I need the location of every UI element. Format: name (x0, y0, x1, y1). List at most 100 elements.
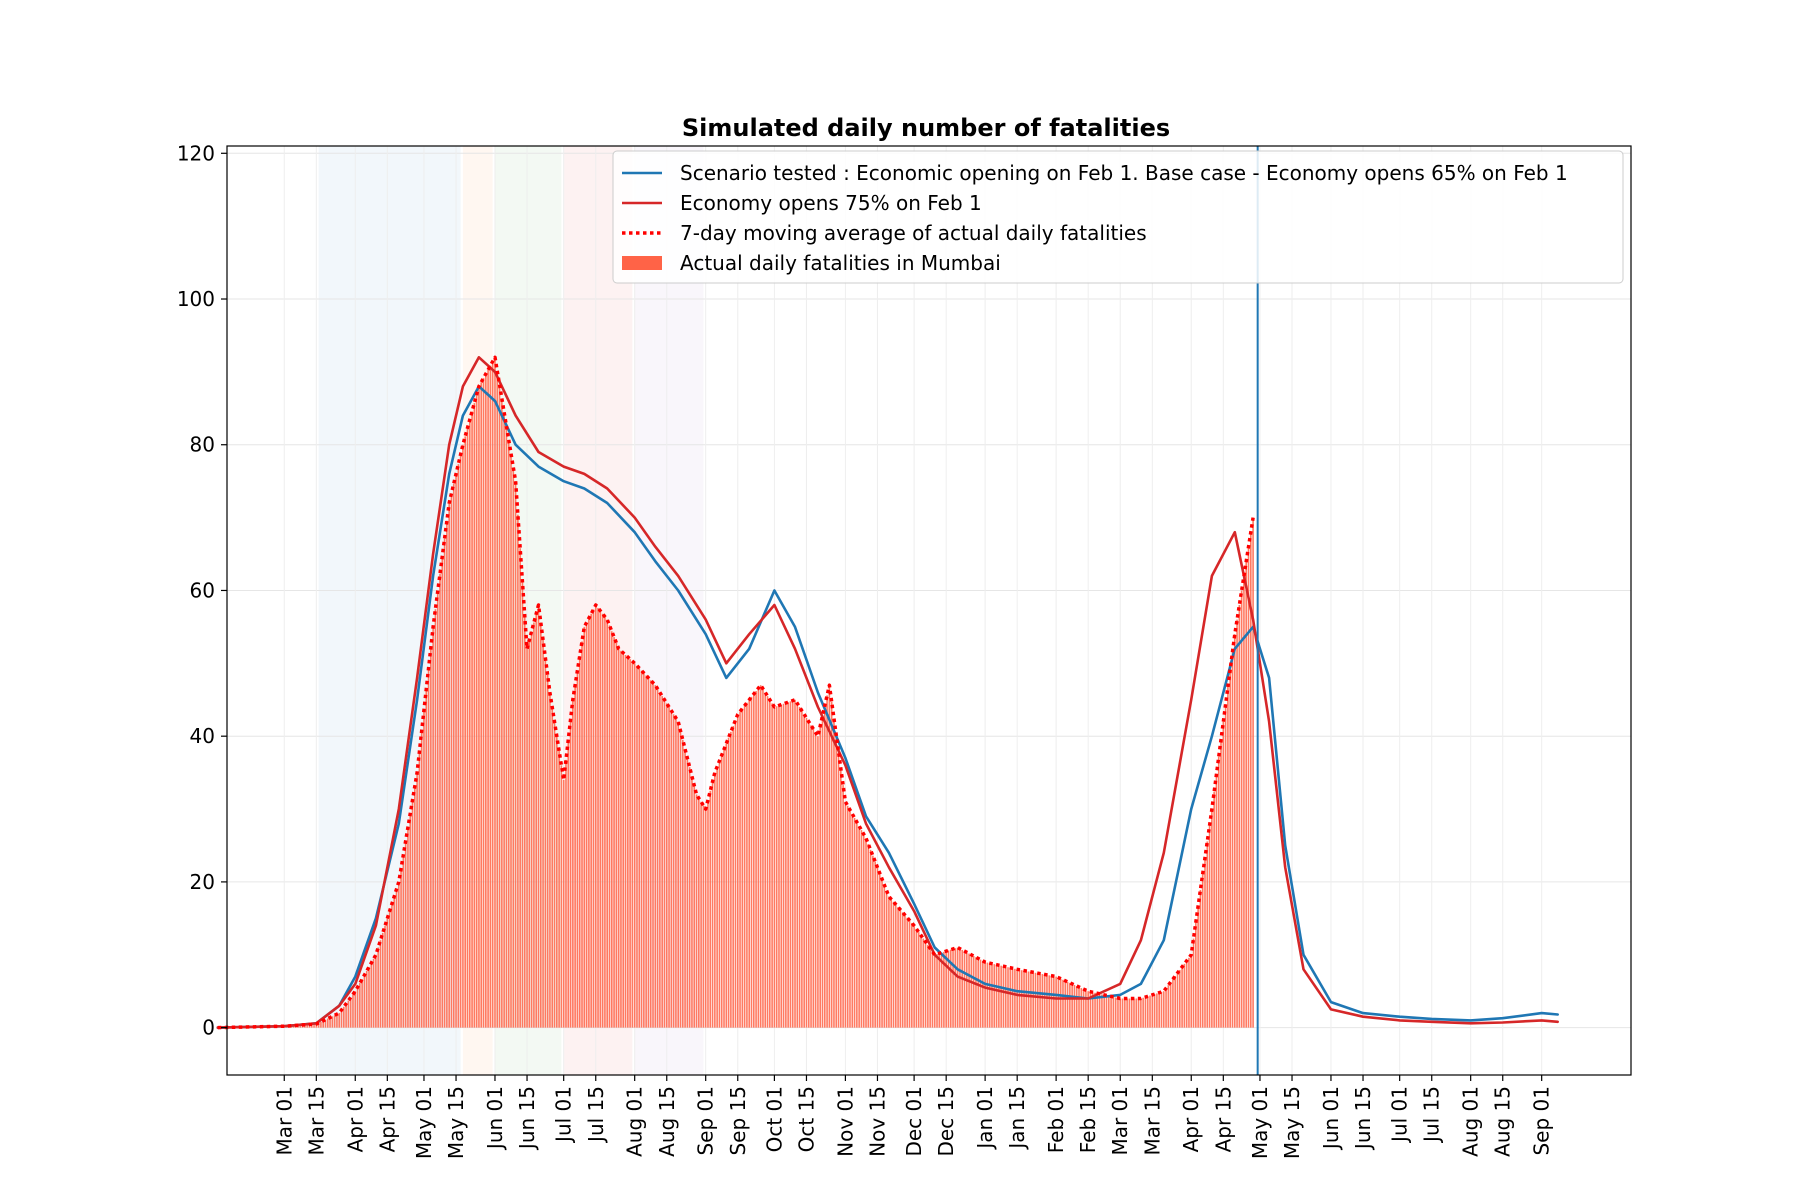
bar (791, 700, 794, 1028)
x-tick-label: Jul 01 (552, 1086, 576, 1144)
bar (317, 1022, 320, 1028)
legend-label-4: Actual daily fatalities in Mumbai (680, 251, 1001, 275)
bar (775, 706, 778, 1028)
bar (746, 702, 748, 1028)
bar (1020, 970, 1023, 1028)
bar (858, 826, 860, 1028)
bar (725, 743, 728, 1028)
bar (409, 813, 412, 1028)
bar (943, 951, 945, 1028)
bar (681, 739, 684, 1028)
x-tick-label: Jul 15 (1420, 1086, 1444, 1144)
bar (922, 938, 925, 1028)
bar (647, 677, 650, 1028)
bar (1190, 954, 1193, 1028)
bar (313, 1024, 315, 1028)
bar (1069, 982, 1071, 1028)
x-tick-label: Feb 01 (1044, 1086, 1068, 1153)
bar (993, 964, 996, 1028)
bar (686, 758, 689, 1028)
bar (766, 696, 769, 1028)
bar (397, 881, 400, 1028)
bar (1110, 996, 1112, 1028)
bar (1039, 973, 1041, 1028)
x-tick-label: Dec 15 (934, 1086, 958, 1157)
bar (1130, 998, 1133, 1028)
bar (906, 917, 909, 1028)
bar (661, 696, 663, 1028)
bar (759, 685, 762, 1028)
bar (581, 641, 583, 1028)
bar (459, 454, 462, 1028)
bar (1201, 873, 1204, 1028)
bar (489, 365, 492, 1028)
bar (1059, 978, 1062, 1028)
bar (533, 622, 535, 1028)
legend-box (612, 150, 1624, 284)
bar (1034, 972, 1037, 1028)
bar (741, 708, 744, 1028)
bar (356, 987, 359, 1028)
bar (988, 963, 991, 1028)
bar (556, 736, 558, 1028)
bar (700, 801, 702, 1028)
bar (1156, 993, 1158, 1028)
bar (665, 703, 668, 1028)
bar (933, 954, 936, 1028)
bar (842, 785, 844, 1028)
x-tick-label: Mar 15 (1140, 1086, 1164, 1156)
bar (1091, 992, 1094, 1028)
bar (583, 626, 586, 1028)
bar (1176, 972, 1179, 1028)
bar (1137, 998, 1140, 1028)
bar (883, 884, 886, 1028)
bar (867, 844, 870, 1028)
bar (917, 932, 920, 1028)
bar (872, 855, 874, 1028)
x-tick-label: Jun 15 (515, 1086, 539, 1151)
bar (1027, 971, 1030, 1028)
bar (501, 398, 503, 1028)
bar (718, 760, 721, 1028)
bar (466, 428, 469, 1028)
bar (819, 725, 822, 1028)
bar (1087, 991, 1089, 1028)
bar (991, 963, 993, 1028)
bar (572, 699, 574, 1028)
bar (1094, 992, 1096, 1028)
bar (878, 873, 881, 1028)
bar (1082, 989, 1085, 1028)
bar (940, 952, 943, 1028)
x-tick-label: Sep 01 (694, 1086, 718, 1156)
bar (913, 925, 915, 1028)
bar (416, 772, 418, 1028)
bar (1197, 906, 1199, 1028)
bar (404, 840, 407, 1028)
bar (961, 949, 964, 1028)
x-tick-label: Sep 01 (1530, 1086, 1554, 1156)
bar (565, 759, 567, 1028)
bar (574, 685, 576, 1028)
bar (1195, 922, 1197, 1028)
bar (352, 994, 354, 1028)
bar (1071, 983, 1073, 1028)
bar (558, 750, 560, 1028)
bar (714, 772, 716, 1028)
bar (393, 896, 395, 1028)
bar (846, 805, 849, 1028)
bar (794, 699, 796, 1028)
y-tick-label: 60 (190, 578, 215, 602)
series-lines (216, 355, 1559, 1030)
y-tick-label: 120 (177, 141, 215, 165)
bar (560, 765, 563, 1028)
bar (862, 834, 865, 1028)
bar (567, 739, 570, 1028)
bar (1169, 982, 1172, 1028)
bar (851, 813, 854, 1028)
bar (1064, 980, 1067, 1028)
bar (1233, 634, 1236, 1028)
bar (480, 382, 483, 1028)
bar (425, 689, 428, 1028)
bar (1185, 960, 1188, 1028)
